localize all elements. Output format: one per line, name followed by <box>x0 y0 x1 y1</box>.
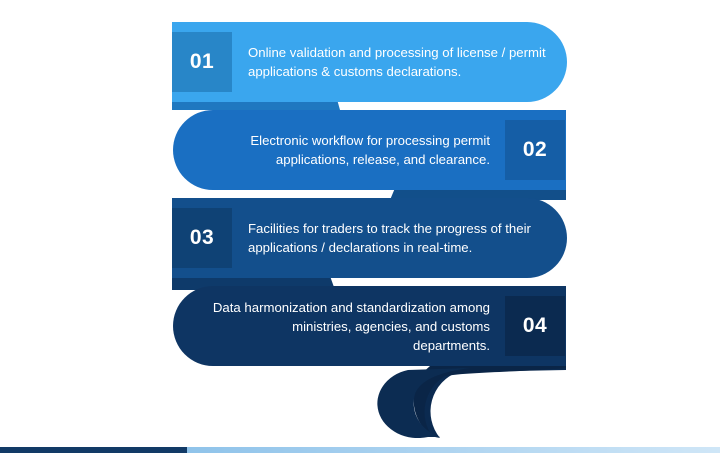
badge-bg-2 <box>505 120 565 180</box>
ribbon-tail-curl <box>413 366 566 436</box>
badge-bg-4 <box>505 296 565 356</box>
badge-bg-3 <box>172 208 232 268</box>
ribbon-tail <box>418 366 566 438</box>
step-4-number: 04 <box>522 314 548 337</box>
step-2-text: Electronic workflow for processing permi… <box>250 133 490 167</box>
band-step-3 <box>172 198 567 278</box>
step-1-number: 01 <box>189 50 215 73</box>
ribbon-tail-fill <box>377 368 470 439</box>
band-step-2 <box>173 110 566 190</box>
step-3-text: Facilities for traders to track the prog… <box>248 221 531 255</box>
step-3-number: 03 <box>189 226 215 249</box>
fold-connector-2 <box>390 188 566 200</box>
badge-bg-1 <box>172 32 232 92</box>
step-1-text: Online validation and processing of lice… <box>248 45 546 79</box>
bottom-band-light <box>187 447 720 453</box>
band-step-4 <box>173 286 566 366</box>
step-2-number: 02 <box>522 138 548 161</box>
bottom-accent-band <box>0 447 720 453</box>
bottom-band-dark <box>0 447 188 453</box>
step-4-text: Data harmonization and standardization a… <box>212 300 490 353</box>
band-step-1 <box>172 22 567 102</box>
